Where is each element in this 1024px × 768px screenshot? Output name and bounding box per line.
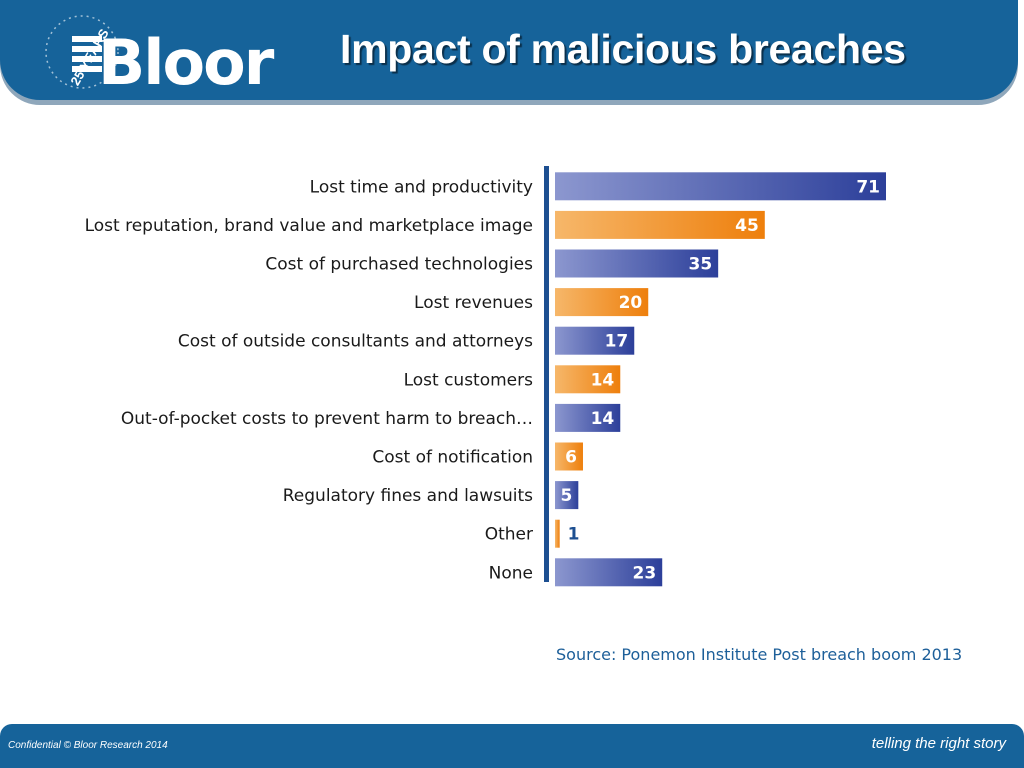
bar: [555, 481, 579, 510]
y-axis-line: [544, 166, 549, 582]
category-label: Lost customers: [404, 370, 534, 390]
bloor-logo: 25 YEARS Bloor: [45, 15, 277, 96]
bar: [555, 558, 663, 587]
bar: [555, 403, 621, 432]
category-label: Lost time and productivity: [310, 177, 533, 197]
bar: [555, 288, 649, 317]
value-label: 1: [568, 525, 580, 545]
header-bar: [0, 0, 1018, 100]
category-label: Other: [485, 525, 533, 545]
category-label: Lost revenues: [414, 293, 533, 313]
value-label: 71: [856, 177, 880, 197]
value-label: 14: [591, 370, 615, 390]
logo-mark: [72, 36, 102, 72]
category-label: Out-of-pocket costs to prevent harm to b…: [121, 409, 533, 429]
page-title: Impact of malicious breaches: [340, 26, 906, 72]
chart-source: Source: Ponemon Institute Post breach bo…: [556, 645, 963, 664]
footer-confidential: Confidential © Bloor Research 2014: [8, 740, 168, 751]
bar: [555, 172, 886, 201]
value-label: 14: [591, 409, 615, 429]
bar: [555, 249, 719, 278]
value-label: 17: [605, 332, 629, 352]
value-label: 35: [688, 255, 712, 275]
category-label: Cost of purchased technologies: [265, 255, 533, 275]
slide-footer: Confidential © Bloor Research 2014 telli…: [0, 724, 1024, 768]
category-label: None: [489, 563, 533, 583]
category-label: Regulatory fines and lawsuits: [283, 486, 533, 506]
value-label: 6: [565, 448, 577, 468]
bar: [555, 365, 621, 394]
value-label: 20: [619, 293, 643, 313]
value-label: 23: [633, 563, 657, 583]
value-label: 45: [735, 216, 759, 236]
category-label: Cost of outside consultants and attorney…: [178, 332, 533, 352]
bar: [555, 210, 765, 239]
logo-wordmark: Bloor: [98, 26, 275, 96]
bar: [555, 326, 635, 355]
category-label: Lost reputation, brand value and marketp…: [85, 216, 533, 236]
slide-header: 25 YEARS Bloor Impact of malicious breac…: [0, 0, 1024, 108]
bar: [555, 442, 583, 471]
bar: [555, 519, 560, 548]
footer-tagline: telling the right story: [871, 735, 1006, 752]
category-label: Cost of notification: [372, 448, 533, 468]
bar-chart: Lost time and productivity 71 Lost reputat…: [85, 166, 886, 587]
value-label: 5: [560, 486, 572, 506]
